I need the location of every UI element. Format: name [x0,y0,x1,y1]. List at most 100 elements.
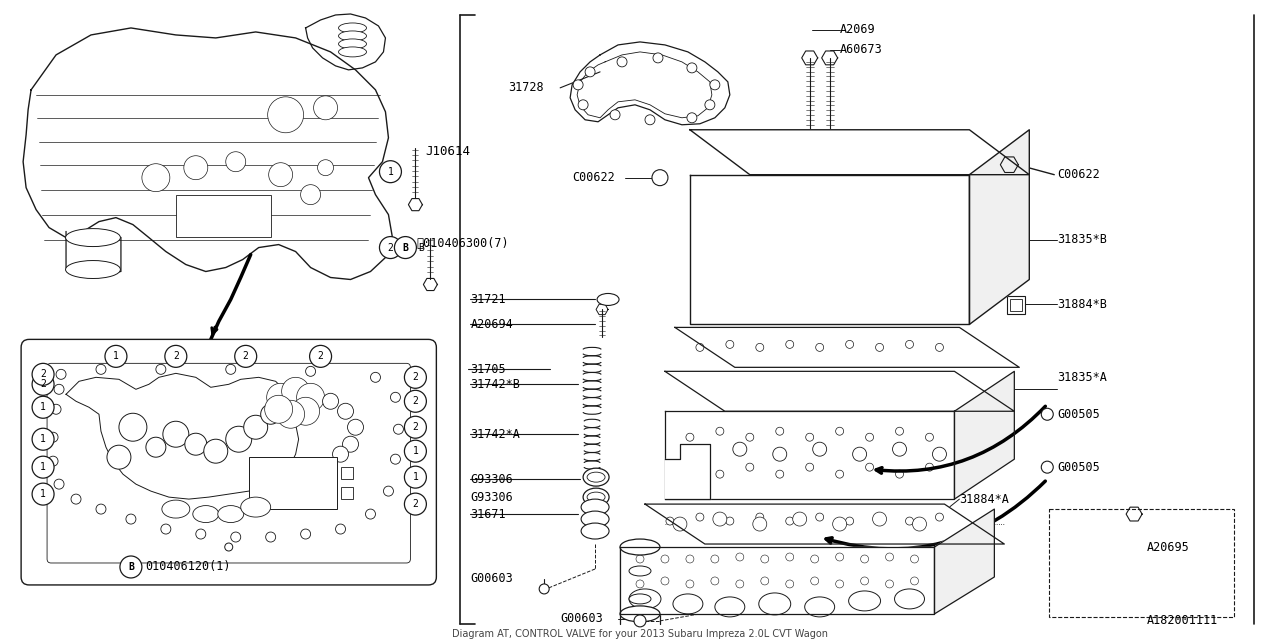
Circle shape [805,433,814,441]
Bar [974,252,996,273]
Circle shape [404,390,426,412]
Text: 2: 2 [412,499,419,509]
Circle shape [910,555,919,563]
Circle shape [297,403,315,420]
Circle shape [310,346,332,367]
Circle shape [746,433,754,441]
Polygon shape [955,371,1014,499]
Circle shape [886,253,904,271]
Text: 1: 1 [40,403,46,412]
Circle shape [883,194,905,216]
Circle shape [887,292,901,307]
Circle shape [892,442,906,456]
Bar [1050,509,1234,617]
Circle shape [617,57,627,67]
Circle shape [846,340,854,348]
Circle shape [733,442,746,456]
Circle shape [833,517,846,531]
Circle shape [692,447,707,461]
Circle shape [54,384,64,394]
Polygon shape [664,444,710,499]
Circle shape [265,396,293,423]
Circle shape [390,392,401,403]
Circle shape [905,340,914,348]
Circle shape [573,80,584,90]
Circle shape [301,185,320,205]
Ellipse shape [65,228,120,246]
Circle shape [49,456,58,466]
Circle shape [814,194,836,216]
Circle shape [815,344,823,351]
Circle shape [792,512,806,526]
Text: 1: 1 [40,489,46,499]
Circle shape [653,53,663,63]
Circle shape [773,447,787,461]
Circle shape [753,517,767,531]
Circle shape [746,253,764,271]
Text: G00603: G00603 [470,572,513,586]
Circle shape [652,170,668,186]
Ellipse shape [338,39,366,49]
Circle shape [841,139,859,157]
Text: 1: 1 [113,351,119,362]
Circle shape [854,204,865,216]
Circle shape [852,447,867,461]
Circle shape [96,364,106,374]
Polygon shape [934,509,995,614]
Circle shape [394,237,416,259]
Circle shape [919,198,941,221]
Ellipse shape [161,500,189,518]
Circle shape [56,369,67,380]
Circle shape [886,580,893,588]
Circle shape [666,517,675,525]
Circle shape [636,555,644,563]
Circle shape [297,383,325,412]
Circle shape [713,512,727,526]
Circle shape [270,400,288,419]
Text: G93306: G93306 [470,472,513,486]
Circle shape [301,529,311,539]
Circle shape [348,419,364,435]
Circle shape [119,413,147,441]
Circle shape [736,580,744,588]
Circle shape [243,415,268,439]
Circle shape [105,346,127,367]
Circle shape [836,553,844,561]
Circle shape [266,383,294,412]
Circle shape [225,426,252,452]
Bar [340,487,352,499]
Text: 2: 2 [412,372,419,382]
Circle shape [888,198,901,211]
Circle shape [726,517,733,525]
Circle shape [1041,408,1053,420]
Circle shape [32,456,54,478]
Circle shape [696,344,704,351]
Polygon shape [690,130,1029,175]
Circle shape [932,447,946,461]
Circle shape [721,139,739,157]
Circle shape [125,514,136,524]
Circle shape [755,513,764,521]
Text: 010406120(1): 010406120(1) [145,561,230,573]
Circle shape [611,110,620,120]
Bar [1010,300,1023,312]
Circle shape [32,396,54,419]
Circle shape [49,432,58,442]
Text: C00622: C00622 [1057,168,1100,181]
Circle shape [323,394,338,409]
Circle shape [749,198,760,211]
Bar [1007,296,1025,314]
Circle shape [225,152,246,172]
Ellipse shape [596,294,620,305]
Circle shape [32,428,54,450]
Circle shape [51,404,61,414]
Circle shape [755,137,764,147]
Circle shape [539,584,549,594]
Circle shape [184,433,207,455]
Circle shape [660,555,669,563]
Circle shape [870,136,888,154]
Circle shape [1001,156,1019,173]
Circle shape [370,372,380,382]
Circle shape [335,524,346,534]
FancyBboxPatch shape [20,339,436,585]
